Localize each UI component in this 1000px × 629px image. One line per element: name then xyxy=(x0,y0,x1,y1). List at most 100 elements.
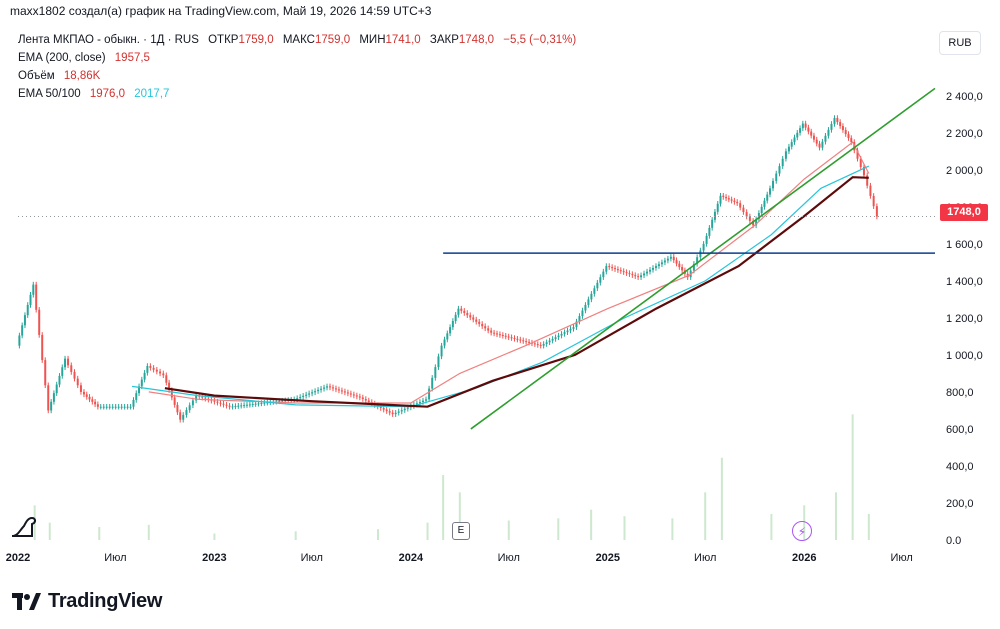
volume-bar xyxy=(426,522,429,540)
legend-ema200-label: EMA (200, close) xyxy=(18,52,106,64)
volume-bars xyxy=(33,414,870,540)
lightning-icon[interactable]: ⚡ xyxy=(792,521,812,541)
candle-body xyxy=(566,330,569,333)
candle-body xyxy=(708,227,711,236)
legend-close-label: ЗАКР xyxy=(429,34,459,46)
candle-body xyxy=(824,135,827,142)
candle-body xyxy=(866,175,869,186)
tradingview-logo[interactable]: TradingView xyxy=(12,590,162,613)
candle-body xyxy=(733,200,736,202)
trend-line xyxy=(470,87,936,430)
candle-body xyxy=(487,328,490,331)
candle-body xyxy=(475,319,478,322)
candle-body xyxy=(168,382,171,391)
candle-body xyxy=(201,396,204,398)
candle-body xyxy=(358,396,361,398)
candle-body xyxy=(551,338,554,341)
candle-body xyxy=(841,126,844,131)
candle-body xyxy=(195,395,198,401)
candle-body xyxy=(88,396,91,400)
candle-body xyxy=(323,387,326,389)
y-tick-label: 600,0 xyxy=(946,424,974,436)
candle-body xyxy=(337,389,340,391)
candle-body xyxy=(784,151,787,159)
candle-body xyxy=(18,335,21,346)
candle-body xyxy=(394,412,397,415)
legend-low-value: 1741,0 xyxy=(385,34,421,46)
candle-body xyxy=(772,180,775,189)
candle-body xyxy=(581,310,584,317)
candle-body xyxy=(646,271,649,274)
candle-body xyxy=(185,410,188,415)
volume-bar xyxy=(98,527,101,540)
legend-close-value: 1748,0 xyxy=(458,34,495,46)
candle-body xyxy=(593,288,596,294)
candle-body xyxy=(85,394,88,397)
candle-body xyxy=(260,403,263,405)
candle-body xyxy=(361,397,364,400)
candle-body xyxy=(672,256,675,261)
candle-body xyxy=(179,412,182,420)
chart-legend: Лента МКПАО - обыкн. · 1Д · RUS ОТКР1759… xyxy=(18,31,576,103)
brand-name: TradingView xyxy=(48,590,163,612)
candle-body xyxy=(111,406,114,408)
candle-body xyxy=(522,340,525,342)
legend-volume-row[interactable]: Объём 18,86K xyxy=(18,67,576,85)
candle-body xyxy=(21,325,24,336)
candle-body xyxy=(55,384,58,394)
candle-body xyxy=(428,388,431,400)
candle-body xyxy=(460,308,463,311)
volume-bar xyxy=(623,516,626,540)
candle-body xyxy=(625,272,628,274)
legend-volume-value: 18,86K xyxy=(63,70,101,82)
candle-body xyxy=(542,343,545,346)
candle-body xyxy=(572,327,575,329)
candle-body xyxy=(713,211,716,220)
candle-body xyxy=(821,141,824,148)
candle-body xyxy=(484,326,487,329)
candle-body xyxy=(719,195,722,204)
candle-body xyxy=(228,405,231,407)
candle-body xyxy=(790,142,793,147)
legend-high-value: 1759,0 xyxy=(314,34,351,46)
candle-body xyxy=(317,389,320,392)
candle-body xyxy=(329,386,332,388)
candle-body xyxy=(388,411,391,413)
candle-body xyxy=(510,337,513,339)
volume-bar xyxy=(442,475,445,540)
candle-body xyxy=(539,344,542,346)
candle-body xyxy=(490,330,493,333)
candle-body xyxy=(52,393,55,402)
candle-body xyxy=(385,409,388,412)
dinosaur-icon xyxy=(10,512,40,545)
candle-body xyxy=(660,262,663,265)
legend-ema50-100-row[interactable]: EMA 50/100 1976,0 2017,7 xyxy=(18,85,576,103)
candle-body xyxy=(836,118,839,123)
candle-body xyxy=(421,400,424,403)
candle-body xyxy=(35,284,38,310)
candle-body xyxy=(296,398,299,400)
candle-body xyxy=(681,267,684,271)
candle-body xyxy=(114,406,117,408)
x-tick-label: Июл xyxy=(694,552,716,564)
candle-body xyxy=(367,400,370,403)
candle-body xyxy=(70,365,73,372)
candle-body xyxy=(237,405,240,407)
volume-bar xyxy=(704,492,707,540)
candle-body xyxy=(284,400,287,402)
candle-body xyxy=(827,129,830,136)
candle-body xyxy=(599,277,602,283)
candle-body xyxy=(425,399,428,401)
candle-body xyxy=(343,391,346,393)
earnings-badge[interactable]: E xyxy=(452,522,470,540)
legend-ema200-row[interactable]: EMA (200, close) 1957,5 xyxy=(18,49,576,67)
legend-symbol[interactable]: Лента МКПАО - обыкн. · 1Д · RUS xyxy=(18,34,199,46)
legend-open-value: 1759,0 xyxy=(238,34,274,46)
candle-body xyxy=(631,274,634,276)
currency-button[interactable]: RUB xyxy=(939,31,981,55)
candle-body xyxy=(165,375,168,383)
candle-body xyxy=(67,358,70,366)
legend-low-label: МИН xyxy=(359,34,386,46)
volume-bar xyxy=(851,414,854,540)
